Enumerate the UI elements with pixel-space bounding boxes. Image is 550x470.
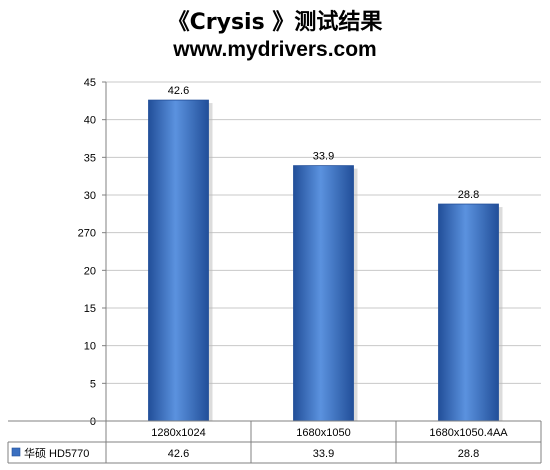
legend-series-name: 华硕 HD5770: [24, 446, 89, 460]
y-tick-label: 40: [84, 115, 96, 127]
chart-subtitle: www.mydrivers.com: [173, 38, 377, 61]
data-labels: 42.6 33.9 28.8: [168, 85, 479, 201]
bars: [148, 99, 503, 422]
y-tick-label: 45: [84, 77, 96, 89]
y-tick-label: 30: [84, 190, 96, 202]
y-tick-label: 5: [90, 378, 96, 390]
bar: [148, 99, 209, 422]
y-tick-label: 15: [84, 303, 96, 315]
legend-swatch: [11, 447, 21, 457]
table-value: 28.8: [458, 448, 479, 460]
table-value: 42.6: [168, 448, 189, 460]
data-label: 33.9: [313, 151, 334, 163]
x-category-label: 1280x1024: [151, 427, 205, 439]
chart-title: 《Crysis 》测试结果: [167, 10, 383, 35]
data-label: 42.6: [168, 85, 189, 97]
bar: [293, 165, 354, 422]
x-category-label: 1680x1050: [296, 427, 350, 439]
axes: 0 5 10 15 20 270 30 35 40 45: [78, 77, 107, 463]
bar: [438, 203, 499, 422]
y-tick-label: 0: [90, 416, 96, 428]
x-category-label: 1680x1050.4AA: [429, 427, 508, 439]
data-label: 28.8: [458, 189, 479, 201]
y-tick-label: 35: [84, 152, 96, 164]
data-table: 1280x1024 42.6 1680x1050 33.9 1680x1050.4AA 2…: [7, 420, 542, 464]
y-tick-label: 10: [84, 341, 96, 353]
y-tick-label: 20: [84, 265, 96, 277]
y-tick-label: 270: [78, 228, 96, 240]
table-value: 33.9: [313, 448, 334, 460]
